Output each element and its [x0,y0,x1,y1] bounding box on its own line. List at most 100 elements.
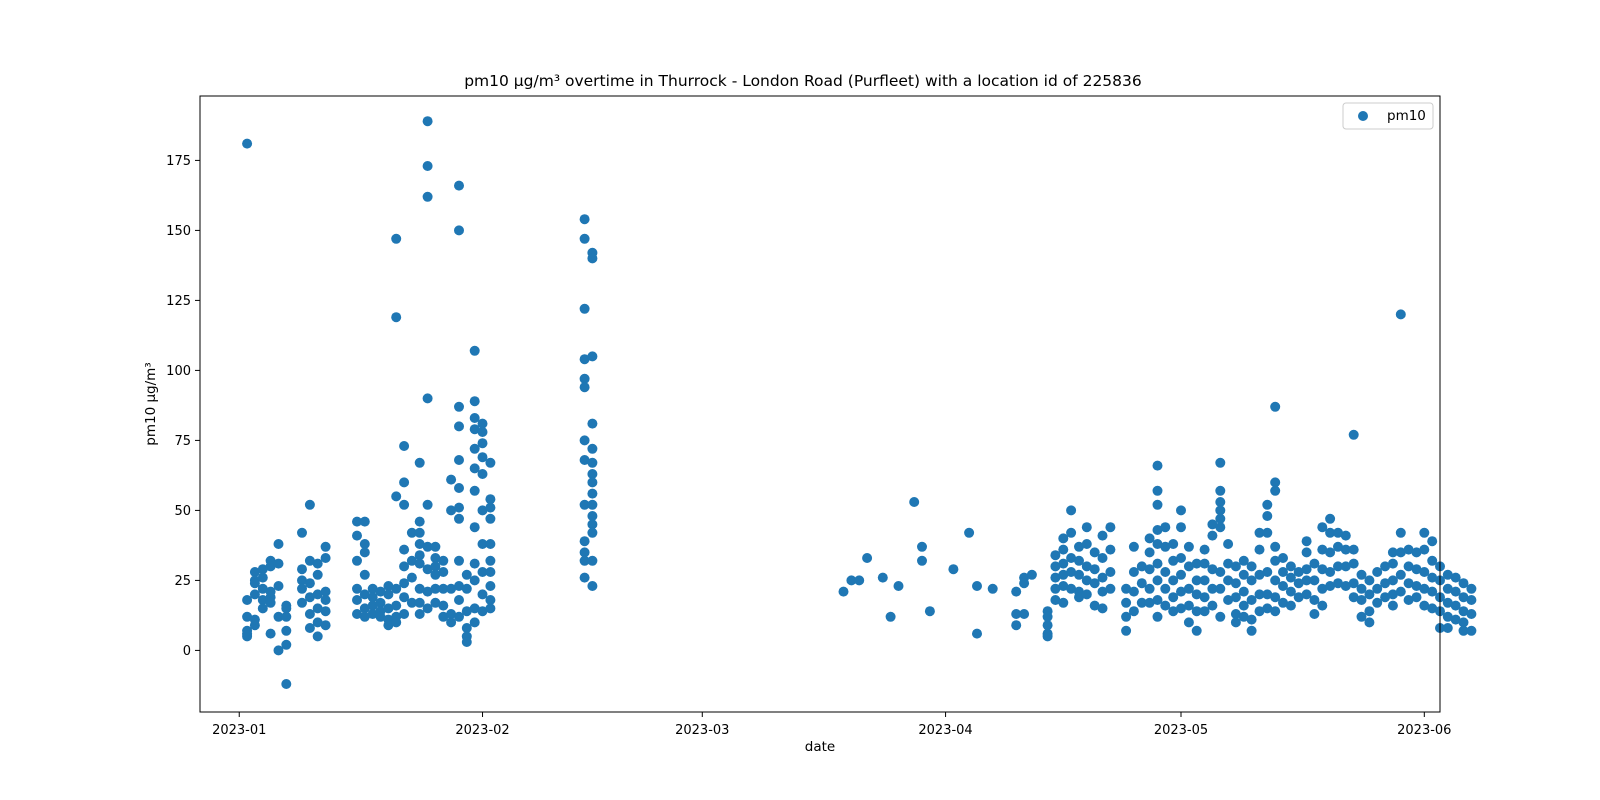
data-point [1081,522,1092,533]
data-point [281,603,292,614]
data-point [320,606,331,617]
data-point [1340,581,1351,591]
data-point [430,561,441,572]
data-point [1089,547,1100,558]
data-point [1183,561,1194,572]
data-point [1411,581,1422,591]
y-tick-label: 150 [166,224,191,239]
data-point [257,583,268,594]
data-point [1215,567,1226,577]
data-point [399,561,410,572]
data-point [430,583,441,594]
data-point [579,233,590,244]
data-point [1136,597,1147,608]
data-point [454,225,464,236]
data-point [477,418,488,429]
data-point [469,603,480,614]
data-point [579,555,590,566]
data-point [391,233,402,244]
data-point [454,483,464,493]
data-point [454,513,464,524]
y-tick-label: 0 [183,644,191,659]
data-point [399,578,410,589]
data-point [485,494,496,505]
data-point [461,583,472,594]
data-point [1403,561,1414,572]
data-point [1105,522,1116,533]
data-point [422,586,433,597]
data-point [1121,597,1132,608]
data-point [1442,623,1453,633]
data-point [1270,606,1281,617]
data-point [1387,589,1398,600]
data-point [454,595,464,605]
data-point [414,550,425,561]
data-point [1411,564,1422,575]
x-tick-label: 2023-01 [212,723,266,738]
data-point [485,603,496,614]
data-point [320,541,331,552]
data-point [352,609,362,619]
data-point [422,564,433,575]
data-point [265,628,276,639]
data-point [1050,550,1061,561]
data-point [422,191,433,202]
data-point [297,564,307,575]
data-point [367,583,378,594]
data-point [469,575,480,586]
data-point [422,116,433,127]
data-point [1168,606,1179,617]
data-point [579,499,590,510]
x-tick-label: 2023-05 [1154,723,1208,738]
data-point [1230,561,1241,572]
data-point [304,592,315,603]
data-point [1458,625,1469,636]
data-point [1050,583,1061,594]
data-point [454,180,464,191]
data-point [359,589,370,600]
data-point [579,572,590,583]
data-point [1066,553,1077,563]
data-point [1144,597,1155,608]
data-point [438,600,449,611]
data-point [422,393,433,404]
data-point [1411,547,1422,558]
data-point [1317,522,1328,533]
data-point [1419,600,1430,611]
data-point [1348,592,1359,603]
data-point [1450,586,1461,597]
data-point [414,516,425,527]
x-tick-label: 2023-04 [918,723,972,738]
data-point [1333,527,1343,538]
data-point [1372,583,1383,594]
data-point [1301,564,1312,575]
data-point [893,581,904,591]
data-point [352,516,362,527]
data-point [477,589,488,600]
data-point [1152,539,1163,549]
data-point [1356,583,1367,594]
data-point [1058,558,1069,569]
data-point [454,401,464,412]
data-point [1215,522,1226,533]
x-axis-label: date [805,739,835,755]
x-tick-label: 2023-06 [1397,723,1451,738]
data-point [1121,583,1132,594]
data-point [1207,530,1218,541]
data-point [579,435,590,446]
data-point [1395,527,1406,538]
data-point [1011,609,1022,619]
data-point [1199,575,1210,586]
data-point [1372,597,1383,608]
data-point [1427,572,1438,583]
data-point [1066,583,1077,594]
data-point [1042,611,1053,622]
data-point [1325,567,1336,577]
data-point [1301,589,1312,600]
data-point [1144,583,1155,594]
data-point [1160,583,1171,594]
data-point [1152,499,1163,510]
data-point [1270,485,1281,496]
data-point [1215,611,1226,622]
